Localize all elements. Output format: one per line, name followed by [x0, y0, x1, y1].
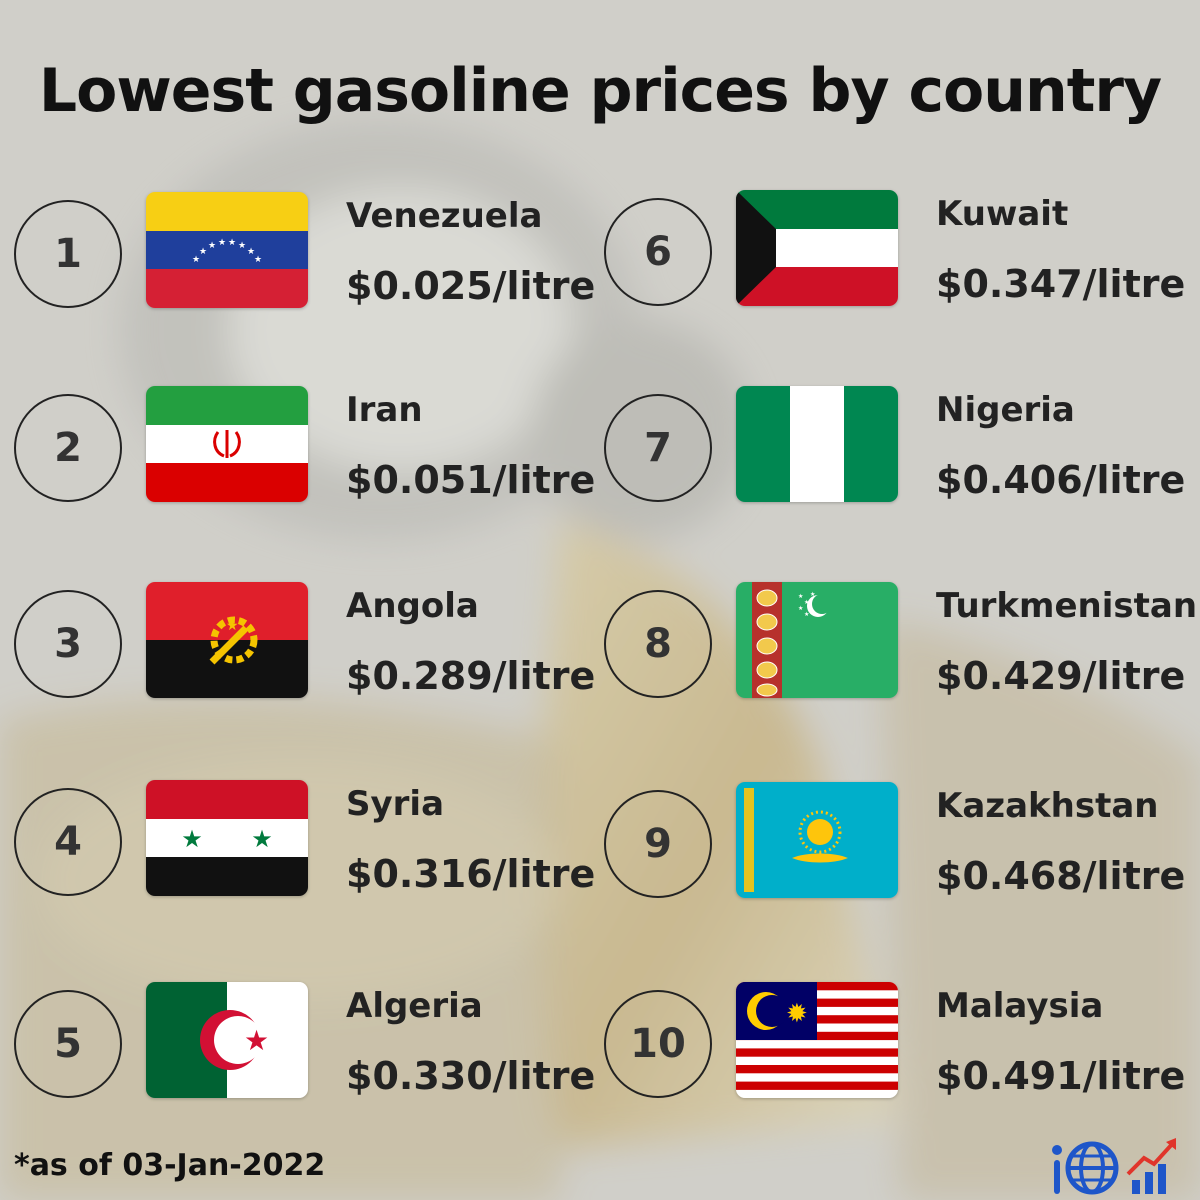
list-item: 2 Iran $0.051/litre [14, 386, 604, 516]
svg-text:★: ★ [804, 599, 809, 606]
price-value: $0.330/litre [346, 1054, 596, 1098]
list-item: 1 ★ ★ ★ ★ ★ ★ ★ ★ Venezuela $0.025/litre [14, 192, 604, 322]
rank-badge: 6 [604, 198, 712, 306]
svg-text:★: ★ [804, 611, 809, 618]
price-value: $0.347/litre [936, 262, 1186, 306]
algeria-flag-icon: ★ [146, 982, 308, 1098]
rank-badge: 1 [14, 200, 122, 308]
venezuela-flag-icon: ★ ★ ★ ★ ★ ★ ★ ★ [146, 192, 308, 308]
price-value: $0.025/litre [346, 264, 596, 308]
country-name: Malaysia [936, 986, 1104, 1026]
price-value: $0.491/litre [936, 1054, 1186, 1098]
list-item: 3 ★ Angola $0.289/litre [14, 582, 604, 712]
iran-flag-icon [146, 386, 308, 502]
kuwait-flag-icon [736, 190, 898, 306]
country-name: Syria [346, 784, 445, 824]
country-name: Kuwait [936, 194, 1069, 234]
country-name: Venezuela [346, 196, 543, 236]
list-item: 6 Kuwait $0.347/litre [604, 190, 1194, 320]
svg-text:★: ★ [798, 593, 803, 600]
svg-text:★: ★ [192, 255, 200, 265]
country-name: Nigeria [936, 390, 1075, 430]
svg-text:★: ★ [226, 618, 239, 634]
list-item: 8 ★ ★ ★ ★ ★ Turkmenistan $0.429/litre [604, 582, 1198, 712]
price-value: $0.429/litre [936, 654, 1186, 698]
svg-text:★: ★ [251, 825, 273, 853]
rank-badge: 7 [604, 394, 712, 502]
angola-flag-icon: ★ [146, 582, 308, 698]
price-value: $0.316/litre [346, 852, 596, 896]
kazakhstan-flag-icon [736, 782, 898, 898]
rank-badge: 3 [14, 590, 122, 698]
price-value: $0.468/litre [936, 854, 1186, 898]
svg-text:★: ★ [218, 238, 226, 248]
page-title: Lowest gasoline prices by country [38, 56, 1162, 126]
globe-chart-logo-icon [1052, 1138, 1176, 1195]
country-name: Kazakhstan [936, 786, 1159, 826]
svg-text:★: ★ [208, 241, 216, 251]
nigeria-flag-icon [736, 386, 898, 502]
price-value: $0.406/litre [936, 458, 1186, 502]
svg-text:★: ★ [798, 605, 803, 612]
svg-text:★: ★ [199, 247, 207, 257]
footnote: *as of 03-Jan-2022 [14, 1148, 326, 1183]
svg-text:★: ★ [810, 591, 815, 598]
list-item: 10 ✹ Malaysia $0.491/litre [604, 982, 1194, 1112]
rank-badge: 9 [604, 790, 712, 898]
svg-text:✹: ✹ [786, 999, 808, 1029]
svg-text:★: ★ [181, 825, 203, 853]
list-item: 5 ★ Algeria $0.330/litre [14, 982, 604, 1112]
country-name: Turkmenistan [936, 586, 1198, 626]
rank-badge: 4 [14, 788, 122, 896]
svg-text:★: ★ [244, 1024, 269, 1057]
syria-flag-icon: ★ ★ [146, 780, 308, 896]
malaysia-flag-icon: ✹ [736, 982, 898, 1098]
rank-badge: 2 [14, 394, 122, 502]
price-value: $0.051/litre [346, 458, 596, 502]
country-name: Angola [346, 586, 479, 626]
turkmenistan-flag-icon: ★ ★ ★ ★ ★ [736, 582, 898, 698]
list-item: 4 ★ ★ Syria $0.316/litre [14, 780, 604, 910]
country-name: Iran [346, 390, 423, 430]
svg-text:★: ★ [238, 241, 246, 251]
svg-text:★: ★ [247, 247, 255, 257]
list-item: 7 Nigeria $0.406/litre [604, 386, 1194, 516]
rank-badge: 5 [14, 990, 122, 1098]
svg-text:★: ★ [254, 255, 262, 265]
country-name: Algeria [346, 986, 483, 1026]
price-value: $0.289/litre [346, 654, 596, 698]
list-item: 9 Kazakhstan $0.468/litre [604, 782, 1194, 912]
rank-badge: 10 [604, 990, 712, 1098]
svg-text:★: ★ [228, 238, 236, 248]
rank-badge: 8 [604, 590, 712, 698]
